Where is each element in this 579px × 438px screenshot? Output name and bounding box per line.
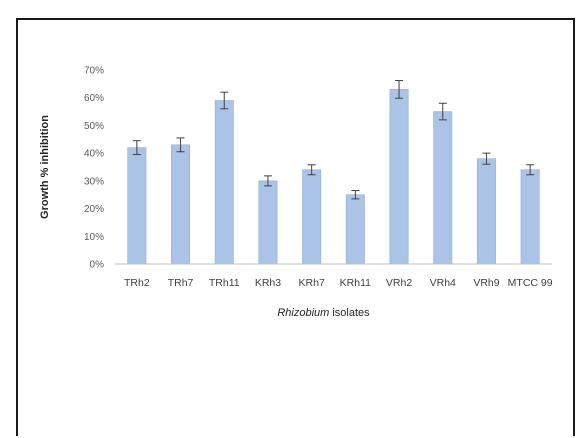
x-axis-title-rest: isolates xyxy=(329,307,370,319)
x-tick-label: TRh11 xyxy=(209,277,240,289)
error-bar-vrh4 xyxy=(438,102,447,121)
error-bar-krh11 xyxy=(351,190,360,200)
error-bar-krh3 xyxy=(263,175,272,187)
error-bar-vrh9 xyxy=(482,152,491,165)
x-tick-labels: TRh2 TRh7 TRh11 KRh3 KRh7 KRh11 VRh2 VRh4 VRh9 MT… xyxy=(124,277,553,289)
x-tick-label: MTCC 99 xyxy=(508,277,553,289)
bar-krh7 xyxy=(302,169,322,265)
x-tick-label: VRh2 xyxy=(386,277,412,289)
x-tick-label: TRh2 xyxy=(124,277,150,289)
bar-mtcc-99 xyxy=(520,169,540,265)
chart-frame xyxy=(16,18,575,436)
bar-trh11 xyxy=(214,100,234,265)
y-tick-label: 60% xyxy=(84,93,104,104)
x-tick-label: KRh7 xyxy=(299,277,325,289)
y-tick-label: 0% xyxy=(90,260,105,271)
y-tick-label: 10% xyxy=(84,232,104,243)
bar-trh7 xyxy=(171,144,191,265)
error-bars xyxy=(132,80,535,200)
error-bar-mtcc-99 xyxy=(526,164,535,176)
x-axis-title-italic: Rhizobium xyxy=(277,307,329,319)
x-tick-label: VRh4 xyxy=(430,277,456,289)
x-tick-label: KRh3 xyxy=(255,277,281,289)
y-tick-label: 30% xyxy=(84,176,104,187)
bar-vrh2 xyxy=(389,89,409,265)
error-bar-trh11 xyxy=(220,91,229,110)
x-axis-title: Rhizobium isolates xyxy=(277,307,370,319)
bar-vrh9 xyxy=(476,158,496,265)
bar-krh11 xyxy=(345,194,365,265)
y-tick-label: 40% xyxy=(84,149,104,160)
x-tick-label: KRh11 xyxy=(340,277,371,289)
bar-trh2 xyxy=(127,147,147,265)
x-tick-label: TRh7 xyxy=(168,277,194,289)
error-bar-vrh2 xyxy=(395,80,404,99)
y-tick-label: 50% xyxy=(84,121,104,132)
y-tick-labels: 0% 10% 20% 30% 40% 50% 60% 70% xyxy=(84,66,104,271)
bar-krh3 xyxy=(258,180,278,265)
bars xyxy=(127,89,540,265)
bar-vrh4 xyxy=(433,111,453,265)
error-bar-krh7 xyxy=(307,164,316,176)
error-bar-trh2 xyxy=(132,140,141,156)
y-axis-title: Growth % inhibition xyxy=(39,115,51,219)
error-bar-trh7 xyxy=(176,137,185,153)
y-tick-label: 20% xyxy=(84,204,104,215)
x-tick-label: VRh9 xyxy=(473,277,499,289)
y-tick-label: 70% xyxy=(84,66,104,77)
